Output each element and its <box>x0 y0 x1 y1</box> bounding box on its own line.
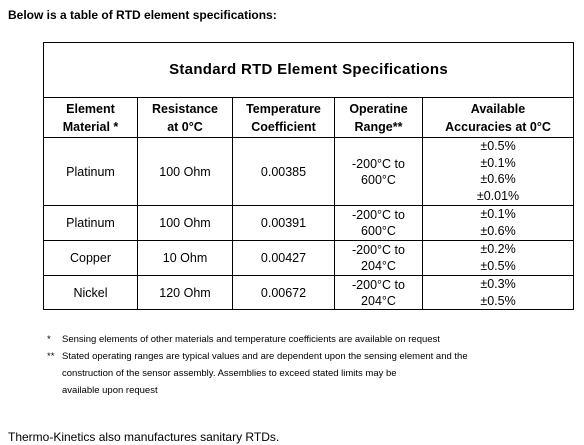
table-cell: Nickel <box>43 275 138 310</box>
note-text: available upon request <box>62 385 158 396</box>
table-cell: -200°C to 204°C <box>334 240 423 276</box>
cell-line: Resistance <box>151 101 218 116</box>
cell-line: ±0.6% <box>480 223 516 238</box>
table-cell: Copper <box>43 240 138 276</box>
table-cell: ±0.5% ±0.1% ±0.6% ±0.01% <box>421 137 575 206</box>
cell-line: Copper <box>70 251 111 265</box>
spec-table: Standard RTD Element Specifications Elem… <box>42 42 575 310</box>
cell-line: Operatine <box>349 101 408 116</box>
cell-line: Nickel <box>73 285 108 300</box>
note-line: ** Stated operating ranges are typical va… <box>47 348 468 365</box>
note-line: construction of the sensor assembly. Ass… <box>47 365 468 382</box>
table-title: Standard RTD Element Specifications <box>42 42 575 98</box>
table-cell: -200°C to 600°C <box>334 205 423 241</box>
table-cell: Platinum <box>43 137 138 206</box>
table-cell: 10 Ohm <box>137 240 233 276</box>
table-body: Standard RTD Element Specifications Elem… <box>42 42 575 310</box>
cell-line: -200°C to <box>352 208 405 222</box>
table-cell: 0.00385 <box>232 137 335 206</box>
cell-line: 0.00672 <box>260 285 307 300</box>
cell-line: 0.00385 <box>260 164 307 179</box>
cell-line: ±0.5% <box>480 293 516 308</box>
cell-line: 600°C <box>361 224 396 238</box>
cell-line: Accuracies at 0°C <box>445 119 551 134</box>
notes: * Sensing elements of other materials and… <box>47 331 468 399</box>
cell-line: ±0.2% <box>480 242 516 256</box>
cell-line: -200°C to <box>352 243 405 257</box>
note-text: Sensing elements of other materials and … <box>62 334 440 345</box>
table-cell: -200°C to 600°C <box>334 137 423 206</box>
footer: Thermo-Kinetics also manufactures sanita… <box>8 430 280 444</box>
cell-line: ±0.5% <box>480 139 516 153</box>
cell-line: ±0.1% <box>480 207 516 221</box>
table-cell: 0.00391 <box>232 205 335 241</box>
cell-line: Material * <box>62 119 119 134</box>
cell-line: 100 Ohm <box>159 216 211 230</box>
column-header: Resistance at 0°C <box>137 97 233 138</box>
note-mark <box>47 382 62 399</box>
table-cell: 120 Ohm <box>137 275 233 310</box>
cell-line: 120 Ohm <box>159 285 211 300</box>
cell-line: ±0.6% <box>480 172 516 186</box>
table-cell: Platinum <box>43 205 138 241</box>
cell-line: 0.00391 <box>260 216 307 230</box>
column-header: Available Accuracies at 0°C <box>421 97 575 138</box>
table-row: Platinum 100 Ohm 0.00385 -200°C to 600°C ±0.5… <box>43 137 575 206</box>
note-mark: ** <box>47 351 55 362</box>
table-cell: ±0.2% ±0.5% <box>421 240 575 276</box>
cell-line: ±0.3% <box>480 277 516 291</box>
cell-line: ±0.01% <box>476 188 520 203</box>
cell-line: ±0.1% <box>480 155 516 170</box>
cell-line: at 0°C <box>167 119 203 134</box>
cell-line: -200°C to <box>352 277 405 292</box>
note-text: construction of the sensor assembly. Ass… <box>62 368 397 379</box>
table-row: Nickel 120 Ohm 0.00672 -200°C to 204°C ±0.3% ±… <box>43 275 575 310</box>
table-cell: 100 Ohm <box>137 205 233 241</box>
table-row: Copper 10 Ohm 0.00427 -200°C to 204°C ±0.2% ±0… <box>43 240 575 276</box>
table-cell: 100 Ohm <box>137 137 233 206</box>
cell-line: 204°C <box>361 293 396 308</box>
cell-line: Temperature <box>246 101 321 116</box>
note-mark: * <box>47 334 51 345</box>
cell-line: 600°C <box>361 172 396 187</box>
cell-line: 100 Ohm <box>159 164 211 179</box>
cell-line: ±0.5% <box>480 258 516 273</box>
note-line: * Sensing elements of other materials and… <box>47 331 468 348</box>
table-cell: -200°C to 204°C <box>334 275 423 310</box>
cell-line: Coefficient <box>251 119 316 134</box>
table-row: Platinum 100 Ohm 0.00391 -200°C to 600°C ±0.1… <box>43 205 575 241</box>
cell-line: Range** <box>354 119 403 134</box>
column-header: Temperature Coefficient <box>232 97 335 138</box>
cell-line: 10 Ohm <box>162 251 208 265</box>
note-text: Stated operating ranges are typical valu… <box>62 351 468 362</box>
cell-line: Available <box>470 101 526 116</box>
note-line: available upon request <box>47 382 468 399</box>
cell-line: Element <box>66 101 115 116</box>
cell-line: 204°C <box>361 259 396 273</box>
table-cell: ±0.1% ±0.6% <box>421 205 575 241</box>
cell-line: Platinum <box>66 164 115 179</box>
column-header: Element Material * <box>43 97 138 138</box>
title-row: Standard RTD Element Specifications <box>42 42 575 98</box>
table-cell: 0.00427 <box>232 240 335 276</box>
note-mark <box>47 365 62 382</box>
header-row: Element Material * Resistance at 0°C Tempera… <box>43 97 575 138</box>
table-cell: 0.00672 <box>232 275 335 310</box>
intro: Below is a table of RTD element specific… <box>8 8 277 22</box>
cell-line: -200°C to <box>352 156 405 171</box>
table-cell: ±0.3% ±0.5% <box>421 275 575 310</box>
column-header: Operatine Range** <box>334 97 423 138</box>
cell-line: 0.00427 <box>260 251 307 265</box>
cell-line: Platinum <box>66 216 115 230</box>
